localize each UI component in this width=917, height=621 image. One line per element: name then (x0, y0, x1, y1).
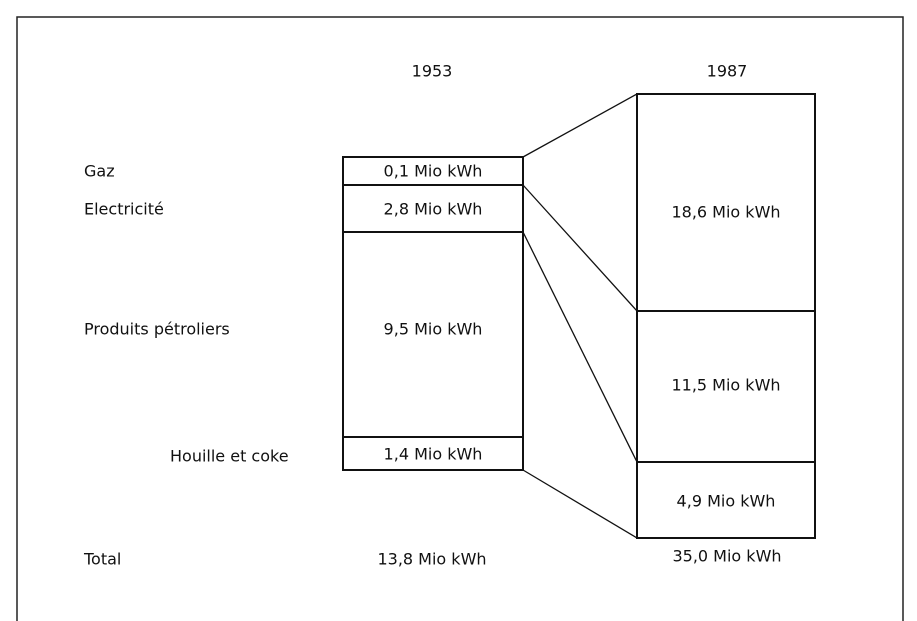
connector (522, 469, 638, 539)
year-label: 1953 (412, 62, 453, 81)
total-value: 13,8 Mio kWh (377, 550, 486, 569)
box (342, 436, 524, 471)
box-label: 0,1 Mio kWh (384, 162, 483, 181)
total-value: 35,0 Mio kWh (672, 547, 781, 566)
box-label: 11,5 Mio kWh (671, 376, 780, 395)
box-label: 2,8 Mio kWh (384, 200, 483, 219)
row-label: Houille et coke (170, 447, 289, 466)
connector (522, 93, 638, 158)
connector (522, 231, 638, 463)
box-label: 9,5 Mio kWh (384, 320, 483, 339)
box-label: 1,4 Mio kWh (384, 445, 483, 464)
row-label: Electricité (84, 200, 164, 219)
year-label: 1987 (707, 62, 748, 81)
frame (16, 16, 904, 621)
box (636, 461, 816, 539)
row-label: Produits pétroliers (84, 320, 230, 339)
box-label: 4,9 Mio kWh (677, 492, 776, 511)
total-label: Total (83, 550, 121, 569)
connector (522, 184, 638, 312)
row-label: Gaz (84, 162, 115, 181)
box-label: 18,6 Mio kWh (671, 203, 780, 222)
